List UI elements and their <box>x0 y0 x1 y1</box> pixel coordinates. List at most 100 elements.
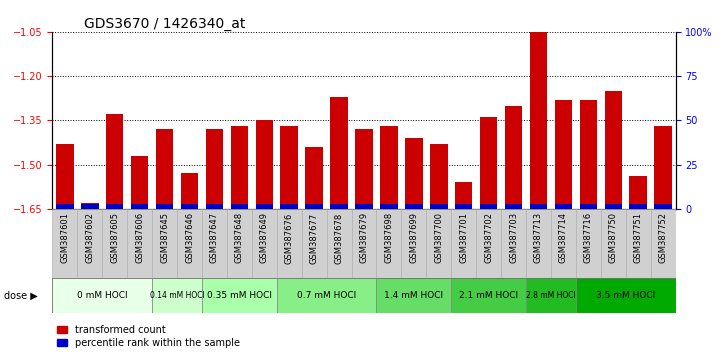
Text: 3.5 mM HOCl: 3.5 mM HOCl <box>596 291 655 300</box>
Bar <box>327 209 352 278</box>
Bar <box>301 209 327 278</box>
Bar <box>579 204 597 209</box>
Text: 0 mM HOCl: 0 mM HOCl <box>77 291 127 300</box>
Bar <box>526 278 576 313</box>
Bar <box>52 278 152 313</box>
Bar <box>156 204 173 209</box>
Text: 1.4 mM HOCl: 1.4 mM HOCl <box>384 291 443 300</box>
Bar <box>455 204 472 209</box>
Bar <box>630 176 647 209</box>
Text: 0.14 mM HOCl: 0.14 mM HOCl <box>150 291 205 300</box>
Bar <box>355 204 373 209</box>
Bar <box>451 278 526 313</box>
Text: 0.35 mM HOCl: 0.35 mM HOCl <box>207 291 272 300</box>
Bar <box>127 209 152 278</box>
Bar <box>331 97 348 209</box>
Bar <box>551 209 576 278</box>
Text: GSM387678: GSM387678 <box>335 212 344 264</box>
Text: GSM387750: GSM387750 <box>609 212 618 263</box>
Bar <box>280 204 298 209</box>
Bar <box>256 120 273 209</box>
Bar <box>181 173 198 209</box>
Text: GSM387703: GSM387703 <box>509 212 518 263</box>
Bar <box>376 278 451 313</box>
Bar <box>52 209 77 278</box>
Text: GSM387645: GSM387645 <box>160 212 169 263</box>
Legend: transformed count, percentile rank within the sample: transformed count, percentile rank withi… <box>58 325 240 348</box>
Text: GSM387698: GSM387698 <box>384 212 393 263</box>
Bar <box>401 209 427 278</box>
Bar <box>202 278 277 313</box>
Bar <box>206 204 223 209</box>
Bar <box>306 147 323 209</box>
Bar <box>77 209 102 278</box>
Bar <box>651 209 676 278</box>
Bar <box>202 209 227 278</box>
Text: GSM387601: GSM387601 <box>60 212 69 263</box>
Bar <box>604 204 622 209</box>
Bar <box>501 209 526 278</box>
Text: GSM387714: GSM387714 <box>559 212 568 263</box>
Bar <box>280 126 298 209</box>
Bar <box>654 126 672 209</box>
Bar <box>331 204 348 209</box>
Bar <box>630 204 647 209</box>
Text: GSM387606: GSM387606 <box>135 212 144 263</box>
Bar <box>106 114 124 209</box>
Text: dose ▶: dose ▶ <box>4 291 37 301</box>
Bar <box>277 209 301 278</box>
Text: GSM387679: GSM387679 <box>360 212 368 263</box>
Bar <box>576 278 676 313</box>
Bar <box>654 204 672 209</box>
Text: GSM387646: GSM387646 <box>185 212 194 263</box>
Text: GSM387676: GSM387676 <box>285 212 293 264</box>
Bar <box>604 91 622 209</box>
Text: GSM387647: GSM387647 <box>210 212 219 263</box>
Text: GSM387677: GSM387677 <box>309 212 319 264</box>
Bar <box>480 118 497 209</box>
Bar <box>56 204 74 209</box>
Bar <box>256 204 273 209</box>
Bar <box>455 182 472 209</box>
Bar <box>231 204 248 209</box>
Bar <box>106 204 124 209</box>
Text: GSM387701: GSM387701 <box>459 212 468 263</box>
Bar <box>376 209 401 278</box>
Text: GSM387649: GSM387649 <box>260 212 269 263</box>
Text: GDS3670 / 1426340_at: GDS3670 / 1426340_at <box>84 17 245 31</box>
Text: GSM387648: GSM387648 <box>235 212 244 263</box>
Bar <box>152 209 177 278</box>
Bar <box>405 204 422 209</box>
Text: GSM387751: GSM387751 <box>633 212 643 263</box>
Bar <box>427 209 451 278</box>
Text: GSM387702: GSM387702 <box>484 212 493 263</box>
Bar <box>227 209 252 278</box>
Bar <box>626 209 651 278</box>
Bar <box>555 204 572 209</box>
Text: GSM387700: GSM387700 <box>435 212 443 263</box>
Bar <box>352 209 376 278</box>
Bar <box>530 32 547 209</box>
Text: 2.1 mM HOCl: 2.1 mM HOCl <box>459 291 518 300</box>
Bar <box>576 209 601 278</box>
Bar <box>355 129 373 209</box>
Bar <box>56 144 74 209</box>
Text: 0.7 mM HOCl: 0.7 mM HOCl <box>297 291 356 300</box>
Text: GSM387699: GSM387699 <box>409 212 419 263</box>
Bar <box>380 204 397 209</box>
Bar <box>526 209 551 278</box>
Bar <box>131 156 149 209</box>
Bar <box>231 126 248 209</box>
Bar <box>380 126 397 209</box>
Bar <box>505 204 522 209</box>
Bar <box>102 209 127 278</box>
Text: GSM387716: GSM387716 <box>584 212 593 263</box>
Bar <box>476 209 501 278</box>
Bar <box>530 204 547 209</box>
Bar <box>430 144 448 209</box>
Bar <box>579 100 597 209</box>
Text: 2.8 mM HOCl: 2.8 mM HOCl <box>526 291 576 300</box>
Bar <box>252 209 277 278</box>
Bar <box>451 209 476 278</box>
Bar <box>177 209 202 278</box>
